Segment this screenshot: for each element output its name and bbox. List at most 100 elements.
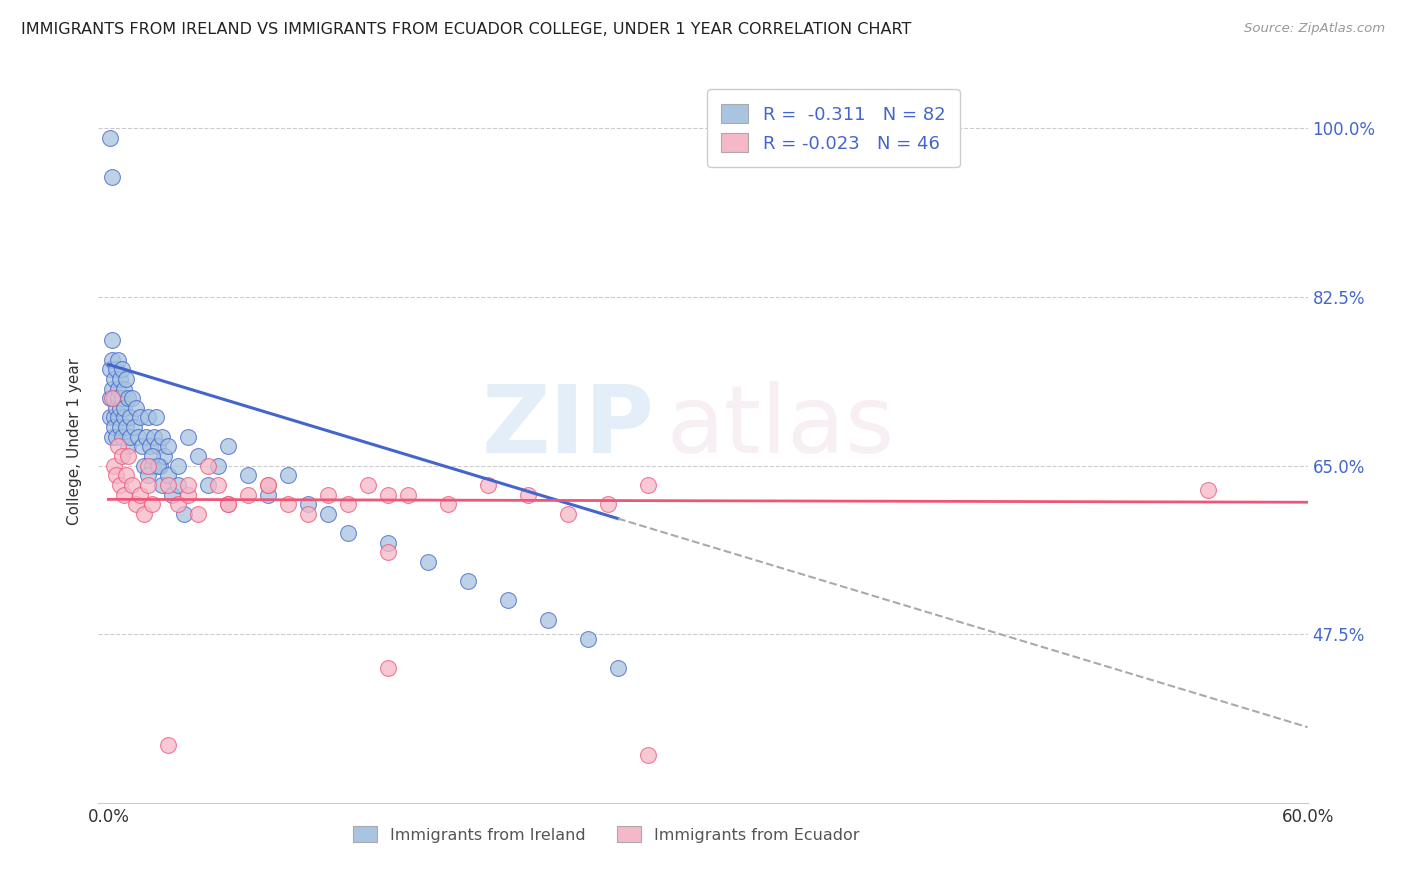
Point [337,526,360,541]
Text: Source: ZipAtlas.com: Source: ZipAtlas.com [1244,22,1385,36]
Point [496,593,519,607]
Point [112,382,135,396]
Point [107,352,129,367]
Point [377,487,399,501]
Point [138,468,160,483]
Point [316,507,339,521]
Point [129,410,152,425]
Text: IMMIGRANTS FROM IRELAND VS IMMIGRANTS FROM ECUADOR COLLEGE, UNDER 1 YEAR CORRELA: IMMIGRANTS FROM IRELAND VS IMMIGRANTS FR… [21,22,911,37]
Point [138,458,160,473]
Point [148,439,170,453]
Point [145,410,167,425]
Point [187,449,209,463]
Point [238,487,260,501]
Point [107,382,129,396]
Point [103,420,125,434]
Point [197,478,219,492]
Point [149,458,172,473]
Point [120,430,142,444]
Point [111,391,134,405]
Point [134,507,156,521]
Point [177,478,200,492]
Point [1197,483,1219,497]
Point [125,401,148,415]
Point [157,468,180,483]
Point [107,410,129,425]
Point [105,362,128,376]
Point [357,478,380,492]
Point [217,497,239,511]
Point [153,449,176,463]
Point [637,478,659,492]
Point [377,545,399,559]
Point [107,391,129,405]
Point [115,420,138,434]
Point [316,487,339,501]
Point [103,410,125,425]
Point [157,439,180,453]
Point [112,401,135,415]
Point [177,430,200,444]
Point [217,439,239,453]
Point [596,497,619,511]
Point [120,410,142,425]
Point [437,497,460,511]
Point [112,410,135,425]
Point [557,507,579,521]
Point [377,535,399,549]
Point [101,391,124,405]
Legend: Immigrants from Ireland, Immigrants from Ecuador: Immigrants from Ireland, Immigrants from… [347,820,866,849]
Point [100,362,122,376]
Point [105,430,128,444]
Text: ZIP: ZIP [482,381,655,473]
Point [537,613,560,627]
Point [127,430,149,444]
Point [257,478,280,492]
Point [110,401,132,415]
Point [101,169,124,184]
Point [115,372,138,386]
Text: atlas: atlas [666,381,896,473]
Point [129,487,152,501]
Point [117,391,139,405]
Point [277,468,299,483]
Point [103,372,125,386]
Point [101,430,124,444]
Point [135,430,157,444]
Point [125,497,148,511]
Y-axis label: College, Under 1 year: College, Under 1 year [67,358,83,525]
Point [337,497,360,511]
Point [457,574,479,589]
Point [217,497,239,511]
Point [107,439,129,453]
Point [141,458,163,473]
Point [167,458,190,473]
Point [396,487,419,501]
Point [162,487,184,501]
Point [576,632,599,646]
Point [139,439,162,453]
Point [418,555,440,569]
Point [110,420,132,434]
Point [167,497,190,511]
Point [257,478,280,492]
Point [100,410,122,425]
Point [115,468,138,483]
Point [111,449,134,463]
Point [124,420,146,434]
Point [121,391,143,405]
Point [157,738,180,752]
Point [105,468,128,483]
Point [637,747,659,762]
Point [167,478,190,492]
Point [297,507,319,521]
Point [477,478,499,492]
Point [148,458,170,473]
Point [297,497,319,511]
Point [121,478,143,492]
Point [100,391,122,405]
Point [377,661,399,675]
Point [173,507,195,521]
Point [150,478,173,492]
Point [111,362,134,376]
